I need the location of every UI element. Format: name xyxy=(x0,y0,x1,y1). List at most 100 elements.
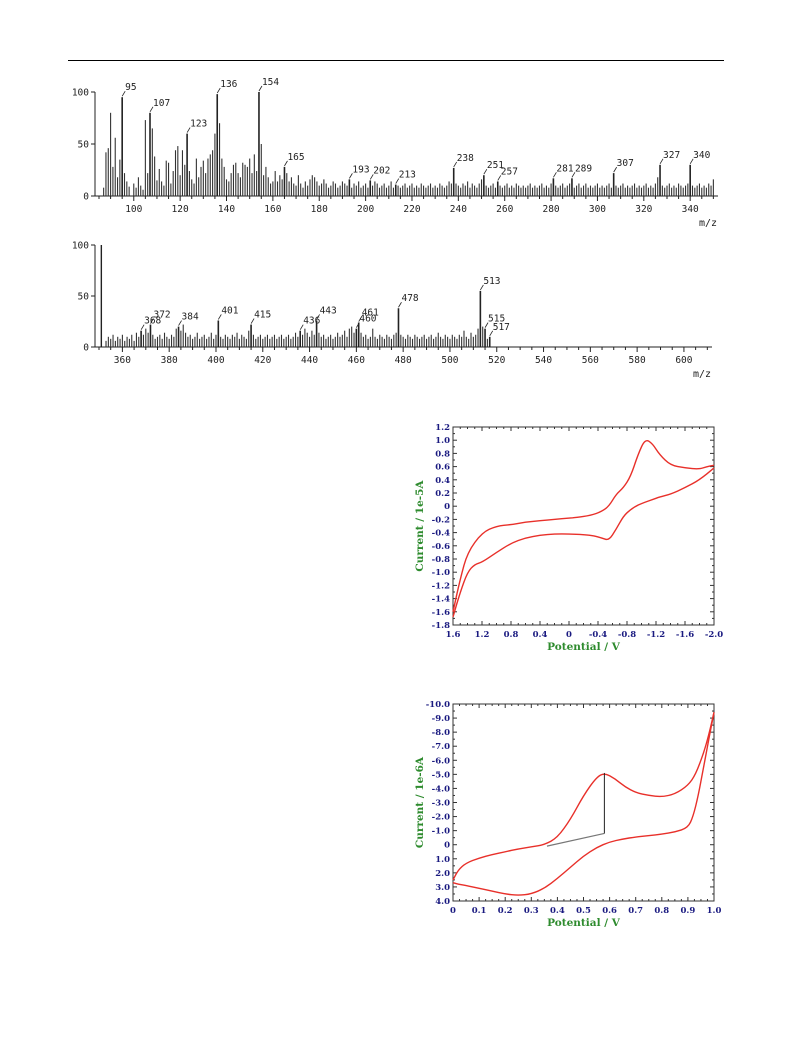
ms-peak-label-leader xyxy=(149,106,154,113)
cv-x-tick-label: 0.9 xyxy=(681,906,696,916)
ms-peak-label-leader xyxy=(250,318,255,324)
ms-peak-label-leader xyxy=(358,316,363,322)
cv-y-tick-label: -5.0 xyxy=(432,770,450,780)
ms-peak-label: 372 xyxy=(153,310,170,321)
cv-y-tick-label: -3.0 xyxy=(432,799,450,809)
ms-peak-label: 327 xyxy=(663,150,680,161)
ms-peak-label-leader xyxy=(453,161,458,168)
ms-peak-label-leader xyxy=(217,314,222,320)
cv-x-tick-label: 0.2 xyxy=(498,906,513,916)
ms-peak-label: 460 xyxy=(359,314,376,325)
ms-x-tick-label: 260 xyxy=(496,204,513,215)
cv-x-tick-label: 0.4 xyxy=(550,906,565,916)
ms-x-tick-label: 360 xyxy=(114,355,131,366)
ms-peak-label: 384 xyxy=(182,312,199,323)
ms-peak-label-leader xyxy=(316,314,320,320)
ms-peak-label-leader xyxy=(483,168,488,175)
ms-x-tick-label: 440 xyxy=(301,355,318,366)
cv-x-tick-label: 0.3 xyxy=(524,906,539,916)
ms-peak-label-leader xyxy=(178,320,182,326)
ms-peak-label: 515 xyxy=(488,314,505,325)
cv-y-tick-label: -0.6 xyxy=(432,542,450,552)
ms-peak-label-leader xyxy=(369,174,374,180)
ms-x-tick-label: 300 xyxy=(589,204,606,215)
ms-peak-label-leader xyxy=(489,330,494,337)
cv-y-tick-label: 0 xyxy=(444,841,450,851)
cv-x-tick-label: -1.2 xyxy=(647,630,665,640)
ms-peak-label: 443 xyxy=(320,305,337,316)
cv-y-tick-label: 3.0 xyxy=(435,883,450,893)
ms-peak-label: 401 xyxy=(221,305,238,316)
ms-peak-label: 251 xyxy=(487,160,504,171)
cv-x-tick-label: -2.0 xyxy=(705,630,723,640)
ms-peak-label: 202 xyxy=(373,165,390,176)
cv-y-tick-label: -0.2 xyxy=(432,515,450,525)
ms-x-tick-label: 600 xyxy=(675,355,692,366)
cv-plot-frame xyxy=(452,703,715,902)
ms-x-tick-label: 240 xyxy=(450,204,467,215)
ms-x-tick-label: 500 xyxy=(441,355,458,366)
ms-x-tick-label: 400 xyxy=(207,355,224,366)
ms-y-tick-label: 0 xyxy=(83,343,89,354)
ms-peak-label-leader xyxy=(140,324,145,330)
cv-curve-reverse xyxy=(452,439,715,612)
cv-x-tick-label: 0.7 xyxy=(628,906,643,916)
ms-peak-label-leader xyxy=(480,284,484,291)
ms-peak-label-leader xyxy=(186,127,191,133)
ms-peak-label-leader xyxy=(553,172,557,178)
cv-x-tick-label: -0.8 xyxy=(618,630,636,640)
cv-y-tick-label: 0.2 xyxy=(435,489,450,499)
cv-y-tick-label: -4.0 xyxy=(432,784,450,794)
cv-curve-forward xyxy=(452,712,715,881)
ms-x-axis-label: m/z xyxy=(699,218,717,229)
ms-y-tick-label: 50 xyxy=(78,140,90,151)
ms-peak-label: 123 xyxy=(190,119,207,130)
ms-peak-label: 165 xyxy=(287,152,304,163)
ms-peak-label: 95 xyxy=(125,82,136,93)
ms-x-tick-label: 100 xyxy=(125,204,142,215)
cv-y-tick-label: 2.0 xyxy=(435,869,450,879)
ms-peak-label: 238 xyxy=(457,153,474,164)
cv-x-tick-label: 0.8 xyxy=(654,906,669,916)
cv-y-tick-label: -10.0 xyxy=(426,700,450,710)
ms-x-tick-label: 560 xyxy=(582,355,599,366)
cv-y-axis-label: Current / 1e-5A xyxy=(414,480,426,572)
cv-y-tick-label: 0.8 xyxy=(435,449,450,459)
cv-y-tick-label: 4.0 xyxy=(435,897,450,907)
ms-peak-label-leader xyxy=(349,173,353,179)
cv-y-tick-label: -1.8 xyxy=(432,621,450,631)
ms-peak-label-leader xyxy=(284,160,288,167)
cv-y-tick-label: -9.0 xyxy=(432,714,450,724)
ms-peak-label-leader xyxy=(258,85,263,92)
cv-y-tick-label: -7.0 xyxy=(432,742,450,752)
ms-peak-label: 478 xyxy=(401,293,418,304)
ms-y-tick-label: 100 xyxy=(72,88,89,99)
ms-peak-label: 517 xyxy=(493,322,510,333)
ms-peak-label: 107 xyxy=(153,98,170,109)
ms-x-tick-label: 580 xyxy=(629,355,646,366)
ms-peak-label: 415 xyxy=(254,310,271,321)
ms-peak-label-leader xyxy=(121,90,126,97)
cv-x-axis-label: Potential / V xyxy=(547,917,621,929)
ms-x-tick-label: 320 xyxy=(635,204,652,215)
ms-peak-label: 436 xyxy=(303,316,320,327)
ms-x-tick-label: 140 xyxy=(218,204,235,215)
ms-peak-label: 289 xyxy=(575,163,592,174)
ms-x-tick-label: 200 xyxy=(357,204,374,215)
ms-x-tick-label: 540 xyxy=(535,355,552,366)
cv-y-tick-label: -2.0 xyxy=(432,813,450,823)
cv-x-tick-label: 1.6 xyxy=(446,630,461,640)
ms-x-tick-label: 420 xyxy=(254,355,271,366)
cv-x-tick-label: 0.4 xyxy=(533,630,548,640)
cv-y-tick-label: -8.0 xyxy=(432,728,450,738)
cv-x-tick-label: 0.6 xyxy=(602,906,617,916)
ms-y-tick-label: 100 xyxy=(72,241,89,252)
cv-x-tick-label: 1.2 xyxy=(475,630,490,640)
ms-x-tick-label: 480 xyxy=(395,355,412,366)
cv-y-tick-label: 0.4 xyxy=(435,476,450,486)
cv-y-tick-label: 0.6 xyxy=(435,463,450,473)
